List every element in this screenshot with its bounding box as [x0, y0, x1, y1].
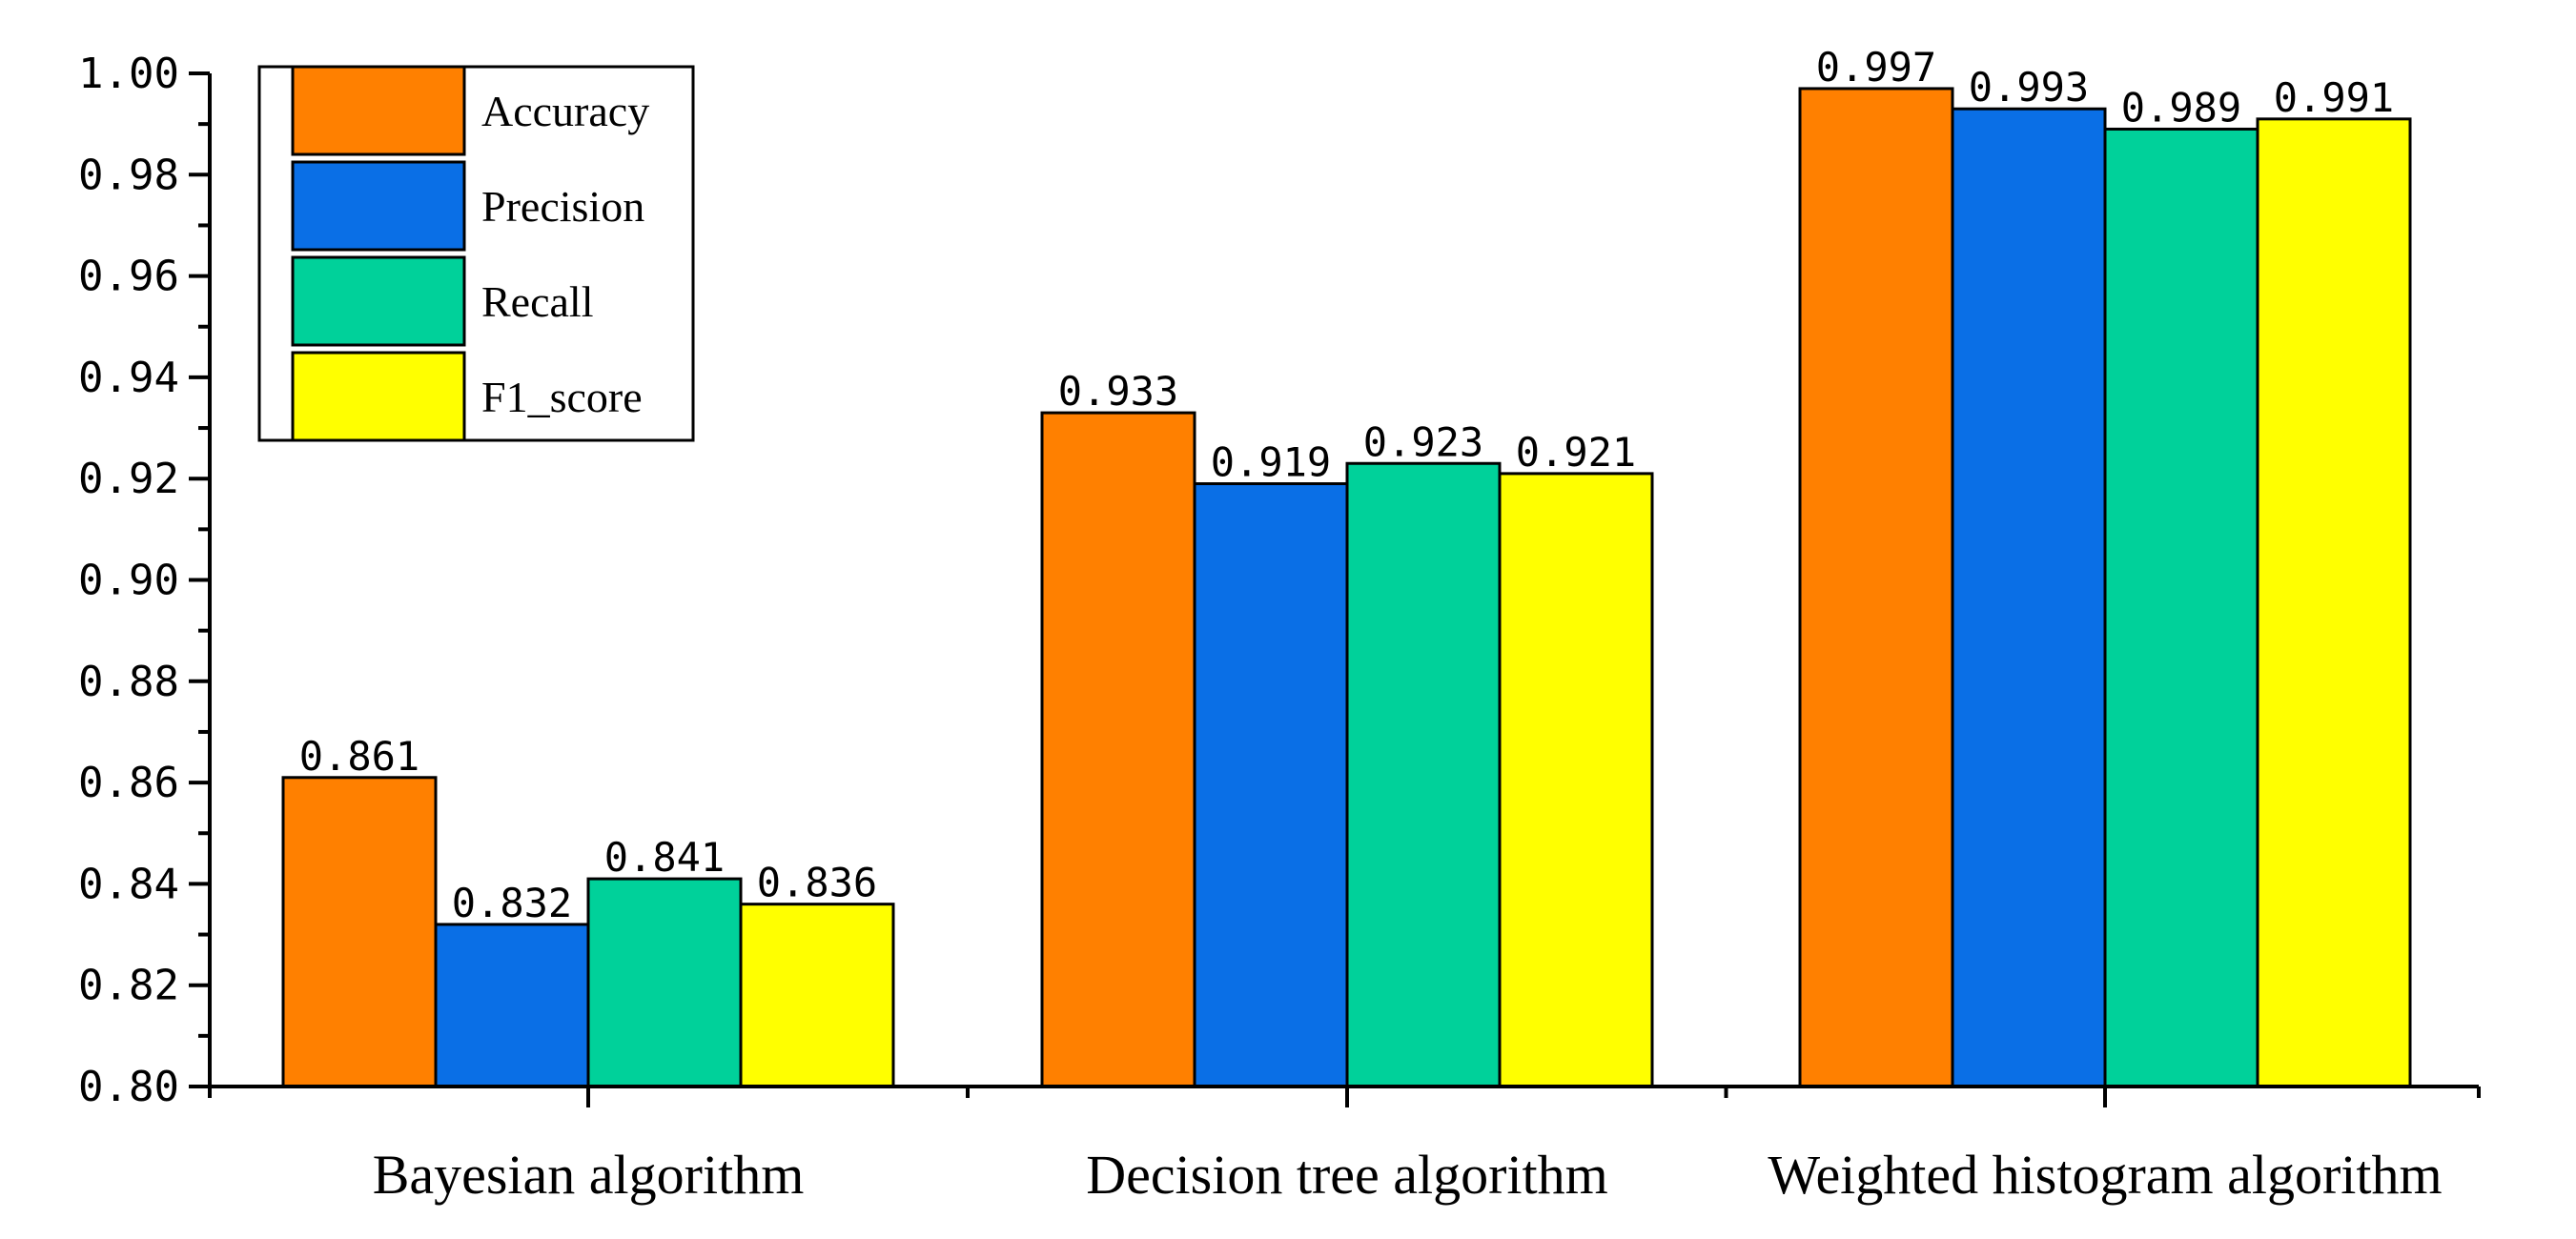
legend-label-accuracy: Accuracy: [481, 87, 649, 135]
y-tick-label: 0.94: [78, 354, 179, 402]
legend-label-recall: Recall: [481, 277, 594, 326]
axes: 0.80 0.82 0.84 0.86 0.88 0.90 0.92 0.94 0.96 0.98…: [78, 50, 2481, 1206]
data-label-precision-0: 0.832: [452, 880, 572, 926]
legend-swatch-accuracy: [291, 65, 466, 156]
data-labels: 0.861 0.832 0.841 0.836 0.933 0.919 0.923 0.921…: [299, 44, 2394, 926]
legend-swatch-precision: [291, 160, 466, 252]
y-tick-label: 0.88: [78, 658, 179, 706]
data-label-accuracy-2: 0.997: [1816, 44, 1936, 91]
y-tick-label: 0.82: [78, 962, 179, 1010]
y-tick-label: 0.80: [78, 1063, 179, 1111]
legend-swatch-recall: [291, 255, 466, 347]
y-tick-label: 0.98: [78, 151, 179, 199]
bar-precision-1: [1193, 482, 1349, 1088]
legend-swatch-f1_score: [291, 351, 466, 442]
x-category-label: Bayesian algorithm: [373, 1144, 805, 1206]
y-tick-label: 1.00: [78, 50, 179, 98]
y-tick-label: 0.92: [78, 455, 179, 503]
data-label-f1_score-0: 0.836: [757, 860, 877, 906]
bar-accuracy-1: [1040, 411, 1196, 1088]
data-label-precision-1: 0.919: [1211, 439, 1331, 486]
bar-f1_score-1: [1498, 472, 1654, 1088]
x-category-label: Decision tree algorithm: [1086, 1144, 1608, 1206]
x-category-label: Weighted histogram algorithm: [1768, 1144, 2442, 1206]
data-label-recall-1: 0.923: [1363, 418, 1483, 465]
data-label-recall-0: 0.841: [604, 834, 725, 881]
y-tick-label: 0.86: [78, 759, 179, 807]
bar-f1_score-0: [739, 903, 895, 1088]
legend: Accuracy Precision Recall F1_score: [257, 65, 695, 442]
data-label-recall-2: 0.989: [2121, 84, 2241, 131]
bar-recall-2: [2103, 127, 2259, 1088]
y-tick-label: 0.96: [78, 253, 179, 301]
bar-precision-2: [1951, 107, 2107, 1088]
y-tick-label: 0.90: [78, 557, 179, 605]
bar-recall-0: [586, 877, 743, 1088]
bar-recall-1: [1345, 461, 1502, 1088]
data-label-f1_score-2: 0.991: [2274, 74, 2394, 121]
legend-label-precision: Precision: [481, 182, 644, 231]
y-tick-label: 0.84: [78, 860, 179, 908]
bar-accuracy-0: [281, 776, 438, 1088]
bar-f1_score-2: [2256, 117, 2412, 1088]
bar-accuracy-2: [1798, 87, 1954, 1088]
bar-precision-0: [434, 923, 590, 1088]
data-label-accuracy-0: 0.861: [299, 733, 419, 780]
data-label-precision-2: 0.993: [1969, 64, 2089, 111]
data-label-accuracy-1: 0.933: [1058, 368, 1178, 415]
legend-label-f1_score: F1_score: [481, 373, 643, 421]
data-label-f1_score-1: 0.921: [1516, 429, 1636, 476]
bar-group: [281, 87, 2412, 1088]
